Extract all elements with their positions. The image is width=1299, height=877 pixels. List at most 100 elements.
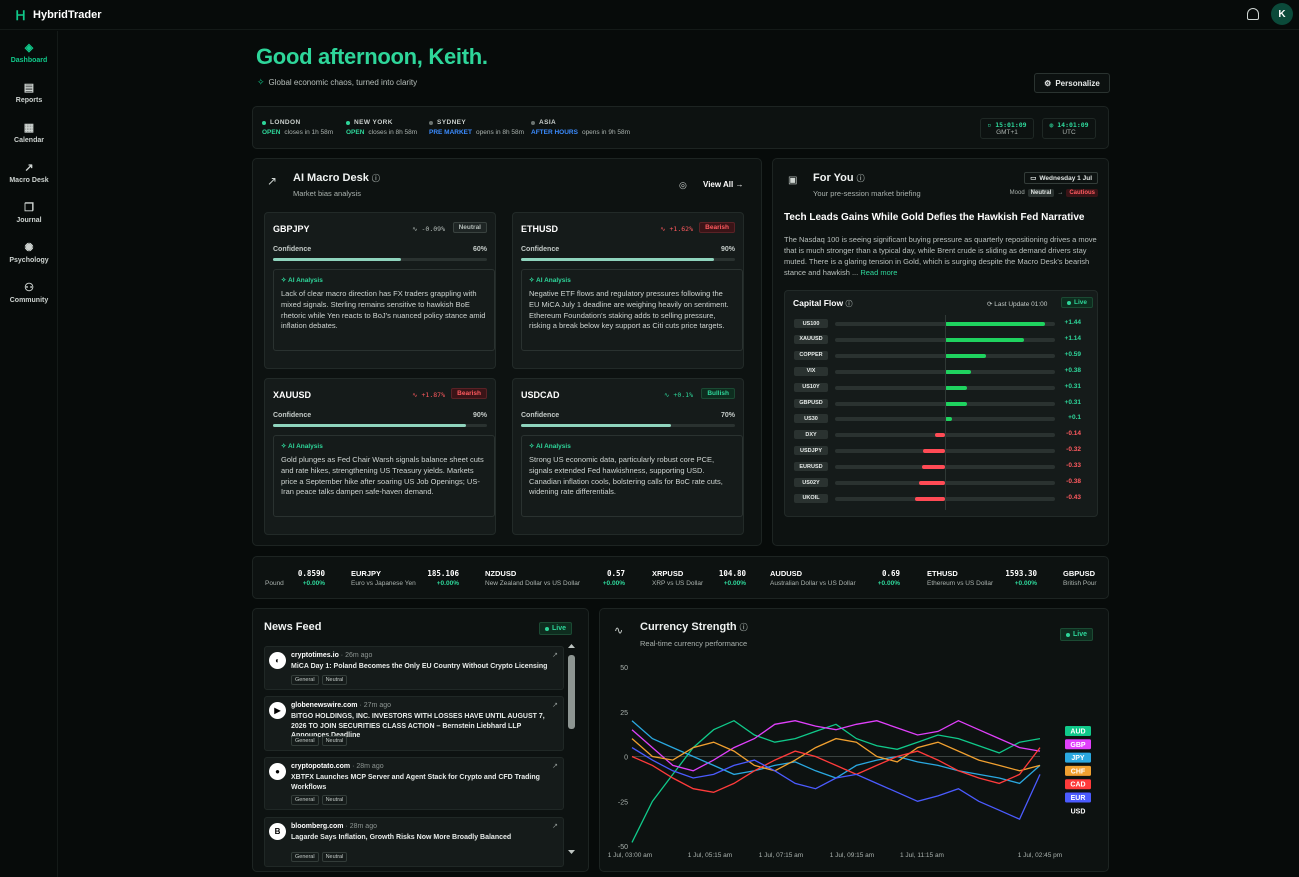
news-source: cryptotimes.io · 26m ago	[291, 652, 373, 659]
news-scrollbar[interactable]	[567, 643, 576, 855]
news-item[interactable]: ▶ globenewswire.com · 27m ago BITGO HOLDIN…	[264, 696, 564, 751]
ticker-change: +0.00%	[602, 580, 625, 587]
capital-flow-row: COPPER +0.59	[785, 350, 1099, 362]
card-change: ∿ +1.62%	[660, 225, 693, 233]
trend-icon: ↗	[24, 161, 34, 174]
news-item[interactable]: ◐ cryptotimes.io · 26m ago MiCA Day 1: Pol…	[264, 646, 564, 690]
sidebar-item-label: Psychology	[9, 256, 49, 264]
news-tag[interactable]: Neutral	[321, 736, 348, 746]
sidebar-item-macro-desk[interactable]: ↗ Macro Desk	[0, 153, 58, 193]
read-more-link[interactable]: Read more	[860, 268, 898, 277]
x-tick-label: 1 Jul, 11:15 am	[900, 852, 944, 859]
news-tag[interactable]: General	[291, 675, 319, 685]
legend-chip-cad	[1065, 779, 1091, 790]
capital-flow-bar	[945, 385, 967, 390]
capital-flow-row: EURUSD -0.33	[785, 461, 1099, 473]
external-link-icon[interactable]: ↗	[552, 763, 558, 770]
external-link-icon[interactable]: ↗	[552, 652, 558, 659]
for-you-title: For You ⓘ	[813, 172, 865, 184]
bias-badge: Bullish	[701, 388, 735, 399]
sidebar-item-journal[interactable]: ❐ Journal	[0, 193, 58, 233]
globe-icon: ◍	[1049, 120, 1058, 129]
confidence-label: Confidence	[273, 412, 312, 419]
news-tag[interactable]: General	[291, 736, 319, 746]
external-link-icon[interactable]: ↗	[552, 823, 558, 830]
capital-flow-symbol: US02Y	[794, 478, 828, 487]
sidebar-item-dashboard[interactable]: ◈ Dashboard	[0, 33, 58, 73]
ticker-item[interactable]: XRPUSD XRP vs US Dollar 104.80 +0.00%	[652, 569, 746, 591]
x-tick-label: 1 Jul, 05:15 am	[688, 852, 732, 859]
view-all-link[interactable]: View All →	[703, 180, 744, 189]
legend-label-usd: USD	[1071, 808, 1086, 815]
bell-icon[interactable]	[1247, 8, 1259, 20]
market-session-new-york: NEW YORK OPEN closes in 8h 58m	[346, 119, 418, 136]
y-tick-label: -25	[618, 799, 628, 806]
legend-chip-eur	[1065, 792, 1091, 803]
news-item[interactable]: ● cryptopotato.com · 28m ago XBTFX Launche…	[264, 757, 564, 810]
live-badge: Live	[1060, 628, 1094, 641]
ticker-item[interactable]: ETHUSD Ethereum vs US Dollar 1593.30 +0.00%	[927, 569, 1037, 591]
sidebar-item-reports[interactable]: ▤ Reports	[0, 73, 58, 113]
ticker-price: 0.8590	[297, 569, 325, 578]
capital-flow-value: -0.32	[1066, 446, 1081, 454]
confidence-label: Confidence	[521, 246, 560, 253]
y-tick-label: -50	[618, 844, 628, 851]
ticker-item[interactable]: EURJPY Euro vs Japanese Yen 185.106 +0.00%	[351, 569, 459, 591]
sidebar: ◈ Dashboard ▤ Reports ▦ Calendar ↗ Macro Desk ❐ J…	[0, 31, 58, 877]
news-source: bloomberg.com · 28m ago	[291, 823, 377, 830]
ticker-name: XRP vs US Dollar	[652, 580, 704, 587]
ticker-item[interactable]: AUDUSD Australian Dollar vs US Dollar 0.69…	[770, 569, 900, 591]
sidebar-item-psychology[interactable]: ✺ Psychology	[0, 233, 58, 273]
bias-card-ethusd[interactable]: ETHUSD ∿ +1.62% Bearish Confidence 90% ✧ AI A…	[512, 212, 744, 369]
bias-card-gbpjpy[interactable]: GBPJPY ∿ -0.09% Neutral Confidence 60% ✧ AI A…	[264, 212, 496, 369]
news-source: cryptopotato.com · 28m ago	[291, 763, 384, 770]
news-tag[interactable]: Neutral	[321, 795, 348, 805]
series-line-chf	[631, 737, 1041, 772]
capital-flow-row: US100 +1.44	[785, 318, 1099, 330]
monitor-icon: ▫	[987, 120, 996, 129]
ticker-name: New Zealand Dollar vs US Dollar	[485, 580, 581, 587]
sidebar-item-community[interactable]: ⚇ Community	[0, 273, 58, 313]
status-dot	[429, 120, 433, 125]
clock-utc: ◍ 14:01:09 UTC	[1042, 118, 1096, 139]
ai-analysis-text: Gold plunges as Fed Chair Warsh signals …	[281, 455, 484, 497]
ticker-item[interactable]: Pound 0.8590 +0.00%	[265, 569, 325, 591]
confidence-bar	[521, 424, 735, 427]
date-chip[interactable]: ▭ Wednesday 1 Jul	[1024, 172, 1098, 184]
ticker-item[interactable]: NZDUSD New Zealand Dollar vs US Dollar 0.5…	[485, 569, 625, 591]
card-symbol: ETHUSD	[521, 224, 559, 234]
currency-strength-subtitle: Real-time currency performance	[640, 639, 748, 648]
sparkle-icon: ✧	[281, 277, 289, 284]
news-tag[interactable]: Neutral	[321, 675, 348, 685]
target-icon[interactable]: ◎	[679, 180, 687, 190]
bias-card-usdcad[interactable]: USDCAD ∿ +0.1% Bullish Confidence 70% ✧ AI An…	[512, 378, 744, 535]
news-tag[interactable]: General	[291, 795, 319, 805]
ticker-item[interactable]: GBPUSD British Pour	[1063, 569, 1108, 591]
capital-flow-bar	[922, 465, 945, 470]
capital-flow-bar	[945, 337, 1025, 342]
capital-flow-symbol: US30	[794, 414, 828, 424]
capital-flow-symbol: DXY	[794, 430, 828, 440]
brand[interactable]: Ｈ HybridTrader	[14, 5, 101, 24]
refresh-icon: ⟳	[987, 301, 993, 308]
legend-chip-jpy	[1065, 752, 1091, 763]
news-tag[interactable]: General	[291, 852, 319, 862]
sidebar-item-calendar[interactable]: ▦ Calendar	[0, 113, 58, 153]
personalize-button[interactable]: ⚙ Personalize	[1034, 73, 1110, 93]
avatar[interactable]: K	[1271, 3, 1293, 25]
legend-chip-chf	[1065, 765, 1091, 776]
confidence-bar	[273, 258, 487, 261]
ai-analysis-label: ✧ AI Analysis	[281, 443, 323, 450]
y-tick-label: 50	[620, 665, 628, 672]
capital-flow-row: UKOIL -0.43	[785, 493, 1099, 505]
capital-flow-symbol: VIX	[794, 366, 828, 376]
price-ticker: Pound 0.8590 +0.00% EURJPY Euro vs Japanese …	[252, 556, 1109, 599]
external-link-icon[interactable]: ↗	[552, 702, 558, 709]
news-tag[interactable]: Neutral	[321, 852, 348, 862]
x-tick-label: 1 Jul, 02:45 pm	[1018, 852, 1062, 859]
bias-card-xauusd[interactable]: XAUUSD ∿ +1.87% Bearish Confidence 90% ✧ AI A…	[264, 378, 496, 535]
series-line-cad	[631, 747, 1041, 793]
ticker-symbol: AUDUSD	[770, 569, 803, 578]
series-line-gbp	[631, 719, 1041, 772]
